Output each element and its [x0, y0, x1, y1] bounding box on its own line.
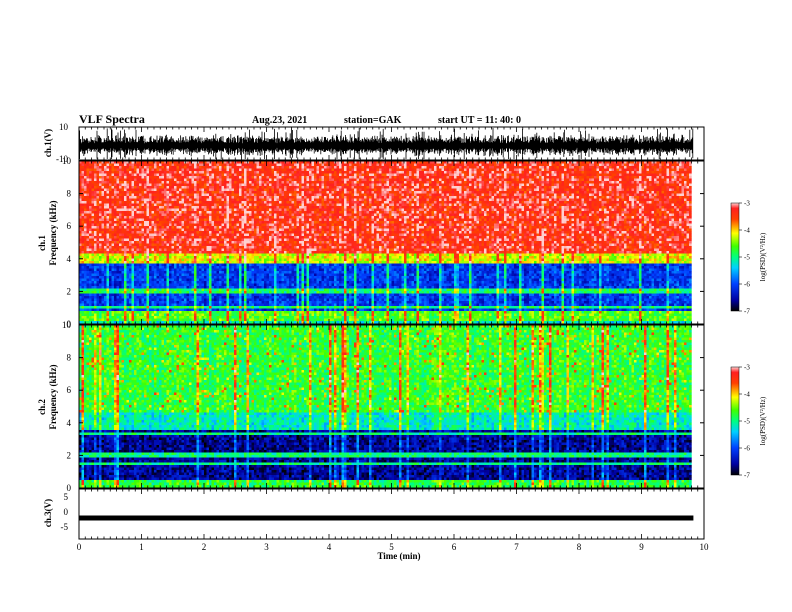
colorbar-tick-label: -4 — [744, 227, 750, 235]
ytick-label: 6 — [67, 221, 72, 231]
time-tick-label: 3 — [264, 542, 269, 552]
colorbar-ch2-label: log(PSD)(V²/Hz) — [759, 396, 767, 445]
time-tick-label: 9 — [639, 542, 644, 552]
time-tick-label: 6 — [452, 542, 457, 552]
ch1-waveform-ylabel: ch.1(V) — [43, 129, 53, 157]
spectrogram-ch1-image — [79, 161, 704, 324]
spec1-ylabel-frequency: Frequency (kHz) — [48, 200, 58, 265]
ch3-ytick-minus5: -5 — [61, 522, 69, 532]
colorbar-ch1: -3 -4 -5 -6 -7 log(PSD)(V²/Hz) — [731, 200, 767, 316]
x-axis-label: Time (min) — [377, 551, 420, 561]
colorbar-tick-label: -6 — [744, 445, 750, 453]
ch3-waveform-ylabel: ch.3(V) — [43, 499, 53, 527]
ytick-label: 4 — [67, 418, 72, 428]
colorbar-ch2-gradient — [731, 367, 739, 475]
ch1-ytick-top: 10 — [59, 122, 69, 132]
waveform-ch3-frame — [79, 489, 704, 539]
station-label: station=GAK — [344, 115, 402, 126]
ytick-label: 10 — [62, 320, 72, 330]
date-label: Aug.23, 2021 — [252, 115, 307, 126]
spectrogram-ch2-image — [79, 325, 704, 488]
colorbar-tick-label: -3 — [744, 200, 750, 208]
ytick-label: 8 — [67, 353, 72, 363]
spec2-ylabel-frequency: Frequency (kHz) — [48, 364, 58, 429]
colorbar-tick-label: -4 — [744, 391, 750, 399]
time-tick-label: 1 — [139, 542, 144, 552]
ytick-label: 8 — [67, 189, 72, 199]
waveform-ch1-trace — [79, 128, 693, 159]
spec2-ylabel-channel: ch.2 — [37, 399, 47, 415]
ytick-label: 2 — [67, 286, 72, 296]
ch3-ytick-0: 0 — [64, 507, 69, 517]
ytick-label: 10 — [62, 156, 72, 166]
time-tick-label: 10 — [700, 542, 710, 552]
time-tick-label: 2 — [202, 542, 207, 552]
colorbar-ch1-gradient — [731, 203, 739, 311]
ytick-label: 6 — [67, 385, 72, 395]
colorbar-tick-label: -7 — [744, 472, 750, 480]
time-tick-label: 8 — [577, 542, 582, 552]
panel-waveform-ch1: 10 -10 ch.1(V) — [43, 122, 704, 164]
time-tick-label: 7 — [514, 542, 519, 552]
ytick-label: 2 — [67, 450, 72, 460]
colorbar-tick-label: -6 — [744, 281, 750, 289]
colorbar-tick-label: -5 — [744, 254, 750, 262]
waveform-ch3-trace — [79, 516, 693, 521]
figure-title: VLF Spectra — [79, 112, 145, 126]
ch3-ytick-5: 5 — [64, 492, 69, 502]
time-tick-label: 4 — [327, 542, 332, 552]
spec1-ylabel-channel: ch.1 — [37, 235, 47, 251]
time-tick-label: 0 — [77, 542, 82, 552]
colorbar-ch1-label: log(PSD)(V²/Hz) — [759, 232, 767, 281]
start-time-label: start UT = 11: 40: 0 — [438, 115, 521, 126]
colorbar-tick-label: -3 — [744, 364, 750, 372]
panel-waveform-ch3: 5 0 -5 ch.3(V) — [43, 489, 704, 539]
colorbar-tick-label: -5 — [744, 418, 750, 426]
colorbar-ch2: -3 -4 -5 -6 -7 log(PSD)(V²/Hz) — [731, 364, 767, 480]
ytick-label: 4 — [67, 254, 72, 264]
colorbar-tick-label: -7 — [744, 308, 750, 316]
